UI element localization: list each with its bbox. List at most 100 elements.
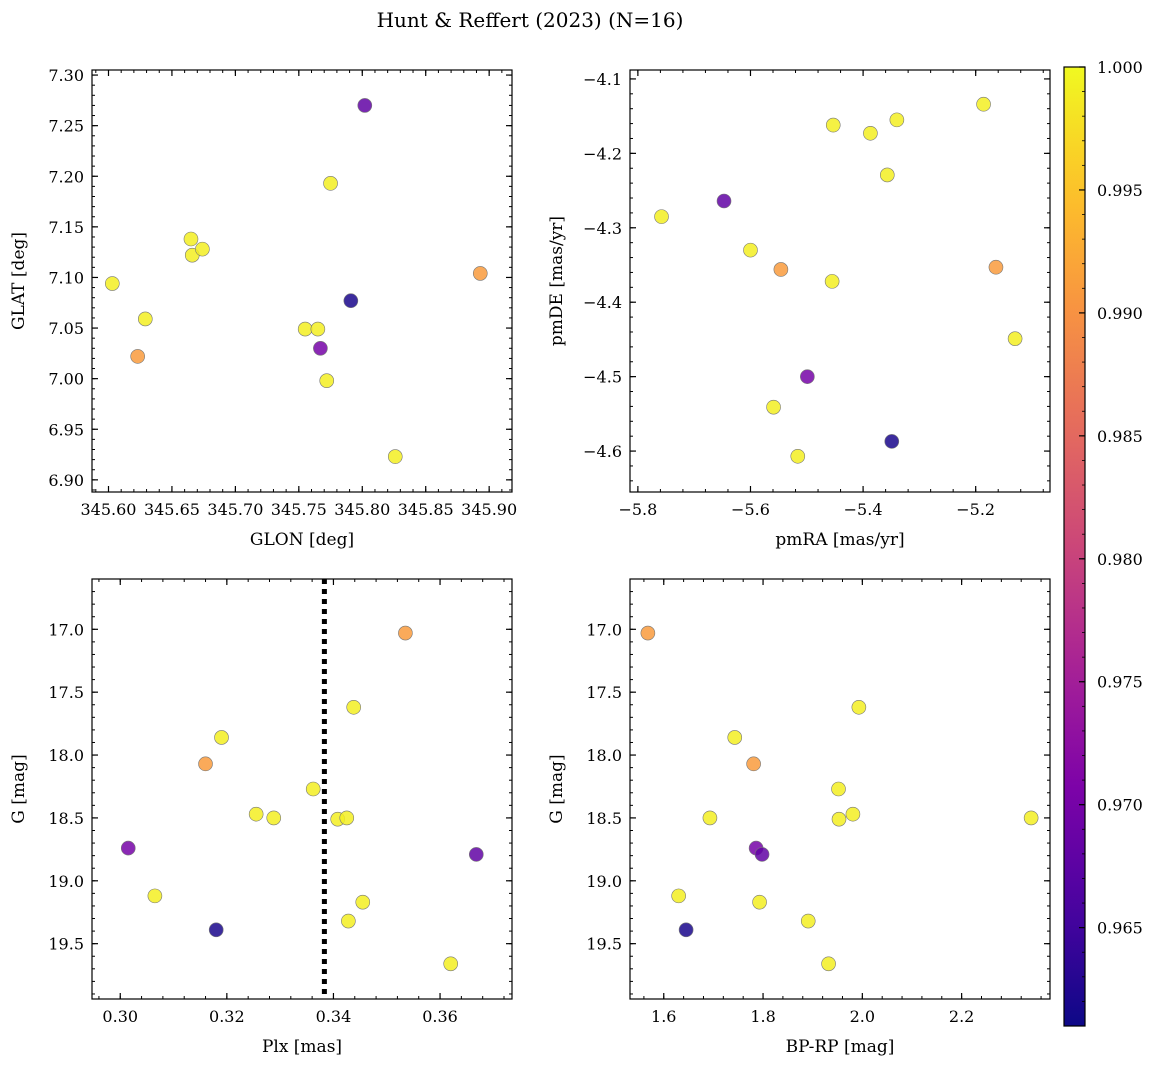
data-point	[1023, 810, 1039, 826]
y-tick-label: 17.0	[48, 620, 84, 639]
colorbar-tick-label: 1.000	[1097, 58, 1143, 77]
data-point	[137, 311, 153, 327]
y-tick-label: 7.00	[48, 370, 84, 389]
y-tick-label: 18.5	[48, 809, 84, 828]
panel-4: 1.6 1.8 2.0 2.2 17.0 17.5 18.0 18.5 19.0 19.5 BP-R…	[547, 578, 1051, 1057]
data-point	[976, 96, 991, 112]
data-point	[752, 894, 767, 910]
x-axis-label: GLON [deg]	[250, 530, 354, 550]
data-point	[208, 922, 224, 938]
y-tick-label: 7.05	[48, 319, 84, 338]
data-point	[743, 242, 758, 258]
x-tick-label: 0.34	[316, 1007, 352, 1026]
data-point	[727, 730, 743, 745]
data-point	[851, 699, 867, 715]
x-tick-label: 1.6	[651, 1007, 676, 1026]
y-tick-label: −4.2	[583, 144, 622, 163]
data-point	[319, 373, 335, 388]
y-axis-label: G [mag]	[547, 754, 567, 823]
y-tick-label: 7.20	[48, 167, 84, 186]
data-point	[198, 756, 213, 772]
y-tick-label: 19.5	[48, 935, 84, 954]
panel-1: 345.60 345.65 345.70 345.75 345.80 345.85 345.…	[9, 66, 517, 550]
y-axis-label: G [mag]	[9, 754, 29, 823]
axes-frame	[629, 69, 1051, 493]
axes-frame	[629, 578, 1051, 1000]
data-point	[195, 241, 210, 257]
data-point	[357, 98, 373, 113]
data-point	[1007, 331, 1023, 346]
y-tick-label: 19.0	[586, 872, 622, 891]
x-tick-label: 345.65	[144, 500, 200, 519]
panel-2: −5.8 −5.6 −5.4 −5.2 −4.6 −4.5 −4.4 −4.3 −4.2 −4.1…	[547, 69, 1051, 550]
data-point	[821, 956, 836, 972]
data-point	[884, 434, 900, 449]
data-point	[468, 847, 484, 862]
data-point	[398, 625, 413, 641]
data-point	[800, 369, 815, 384]
data-point	[355, 894, 371, 910]
y-tick-label: 6.95	[48, 420, 84, 439]
y-tick-label: 7.10	[48, 268, 84, 287]
data-point	[845, 806, 861, 822]
x-tick-label: 1.8	[750, 1007, 775, 1026]
figure-title: Hunt & Reffert (2023) (N=16)	[377, 8, 684, 32]
y-axis-label: GLAT [deg]	[9, 232, 29, 330]
colorbar-tick-label: 0.975	[1097, 673, 1143, 692]
data-point	[105, 276, 120, 291]
data-point	[863, 125, 878, 141]
data-point	[800, 913, 816, 929]
data-point	[323, 176, 338, 191]
x-axis-label: BP-RP [mag]	[786, 1037, 895, 1057]
y-tick-label: 17.5	[586, 683, 622, 702]
y-tick-label: 18.0	[48, 746, 84, 765]
axes-frame	[91, 69, 513, 493]
data-point	[266, 810, 282, 826]
colorbar-tick-label: 0.970	[1097, 796, 1143, 815]
data-point	[310, 321, 326, 337]
data-point	[988, 259, 1004, 275]
data-point	[702, 810, 718, 826]
data-point	[183, 231, 199, 247]
data-point	[889, 112, 905, 128]
data-point	[343, 293, 359, 309]
y-tick-label: −4.1	[583, 70, 622, 89]
colorbar-tick-label: 0.990	[1097, 304, 1143, 323]
x-tick-label: −5.8	[618, 500, 657, 519]
x-tick-label: 345.85	[398, 500, 454, 519]
x-tick-label: 0.30	[102, 1007, 138, 1026]
panel-3: 0.30 0.32 0.34 0.36 17.0 17.5 18.0 18.5 19.0 19.5…	[9, 578, 513, 1057]
scatter-panels: 345.60 345.65 345.70 345.75 345.80 345.85 345.…	[9, 66, 1051, 1057]
x-tick-label: 345.70	[207, 500, 263, 519]
data-point	[341, 913, 356, 929]
data-point	[831, 781, 846, 797]
y-tick-label: 7.30	[48, 66, 84, 85]
data-point	[346, 699, 362, 715]
x-tick-label: −5.6	[731, 500, 770, 519]
data-point	[305, 781, 321, 797]
data-point	[879, 167, 895, 183]
data-point	[640, 625, 656, 641]
x-tick-label: 0.36	[422, 1007, 458, 1026]
colorbar-tick-label: 0.995	[1097, 181, 1143, 200]
data-point	[472, 266, 488, 281]
x-tick-label: 345.90	[461, 500, 517, 519]
data-point	[746, 756, 761, 772]
y-tick-label: 7.25	[48, 117, 84, 136]
y-tick-label: 6.90	[48, 471, 84, 490]
x-axis-label: Plx [mas]	[262, 1037, 342, 1057]
data-point	[443, 956, 459, 972]
y-tick-label: −4.4	[583, 293, 622, 312]
data-point	[313, 340, 328, 356]
x-tick-label: 2.0	[850, 1007, 875, 1026]
y-tick-label: 19.0	[48, 872, 84, 891]
y-tick-label: 18.0	[586, 746, 622, 765]
x-tick-label: 2.2	[949, 1007, 974, 1026]
colorbar: 0.965 0.970 0.975 0.980 0.985 0.990 0.995 1.000	[1063, 58, 1143, 1027]
colorbar-tick-label: 0.980	[1097, 550, 1143, 569]
x-tick-label: −5.4	[844, 500, 883, 519]
x-tick-label: 345.75	[271, 500, 327, 519]
y-tick-label: 7.15	[48, 218, 84, 237]
data-point	[754, 847, 770, 862]
